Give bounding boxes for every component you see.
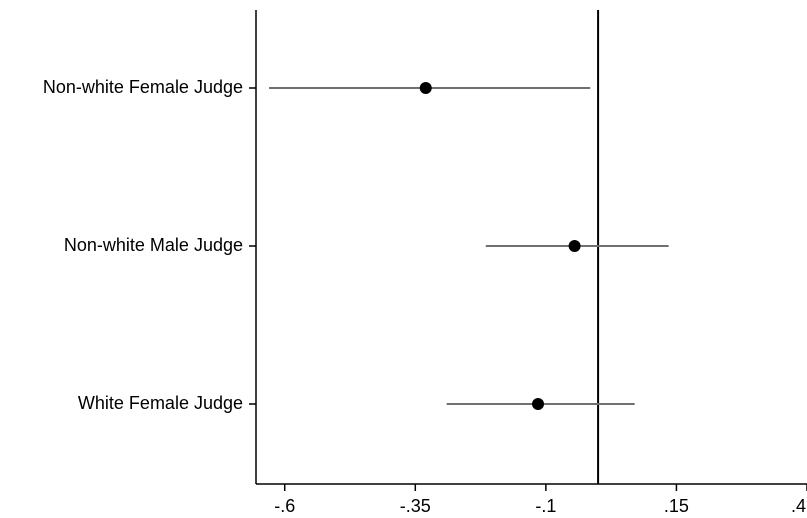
x-axis: -.6 -.35 -.1 .15 .4	[274, 484, 807, 516]
x-tick-label-2: -.1	[535, 496, 556, 516]
plot-marks	[269, 82, 669, 410]
y-axis: Non-white Female Judge Non-white Male Jud…	[43, 77, 256, 413]
x-tick-label-1: -.35	[400, 496, 431, 516]
x-tick-label-0: -.6	[274, 496, 295, 516]
category-label-non-white-female-judge: Non-white Female Judge	[43, 77, 243, 97]
category-label-white-female-judge: White Female Judge	[78, 393, 243, 413]
x-tick-label-4: .4	[791, 496, 806, 516]
estimate-point-white-female-judge	[532, 398, 545, 410]
estimate-point-non-white-female-judge	[419, 82, 432, 94]
category-label-non-white-male-judge: Non-white Male Judge	[64, 235, 243, 255]
x-tick-label-3: .15	[664, 496, 689, 516]
estimate-point-non-white-male-judge	[568, 240, 581, 252]
